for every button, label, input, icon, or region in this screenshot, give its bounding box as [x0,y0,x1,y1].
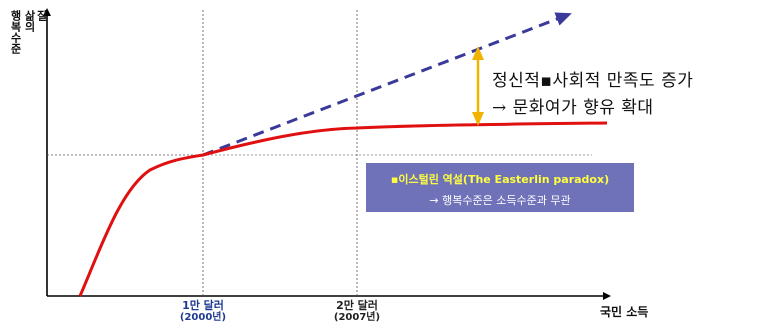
paradox-title: ▪이스털린 역설(The Easterlin paradox) [390,173,610,186]
annotation-culture: → 문화여가 향유 확대 [492,98,654,118]
y-axis-label-life: 삶의 [23,10,36,32]
actual-happiness-curve [78,121,608,297]
y-axis-label: 행복수준 삶의 질 [4,10,48,100]
expected-happiness-line [202,12,572,157]
y-axis-label-quality: 질 [35,10,48,21]
x-tick-20k: 2만 달러 (2007년) [333,299,381,324]
paradox-description: → 행복수준은 소득수준과 무관 [429,194,571,207]
x-tick-10k: 1만 달러 (2000년) [179,299,227,324]
gap-arrow [472,46,484,126]
x-axis-label: 국민 소득 [600,305,649,319]
easterlin-paradox-box: ▪이스털린 역설(The Easterlin paradox) → 행복수준은 … [366,163,634,212]
y-axis-label-happiness: 행복수준 [9,10,22,54]
annotation-satisfaction: 정신적▪사회적 만족도 증가 [492,71,694,91]
